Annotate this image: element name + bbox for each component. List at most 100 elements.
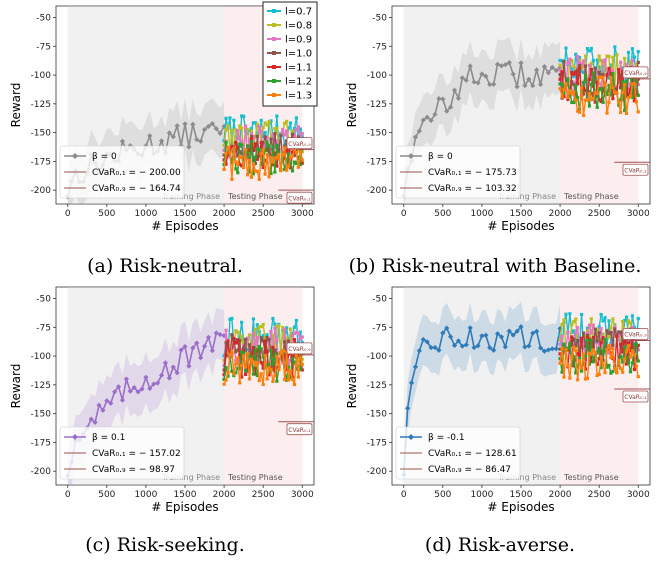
x-tick-label: 500 bbox=[434, 490, 451, 500]
testing-point bbox=[587, 104, 592, 108]
testing-point bbox=[281, 153, 285, 157]
testing-point bbox=[566, 95, 570, 99]
testing-point bbox=[261, 148, 265, 152]
testing-point bbox=[585, 331, 590, 335]
testing-point bbox=[599, 341, 603, 345]
testing-point bbox=[624, 63, 629, 67]
legend-cvar-low-label: CVaR₀.₁ = − 128.61 bbox=[428, 449, 517, 459]
testing-point bbox=[595, 91, 599, 96]
training-point bbox=[92, 419, 98, 425]
x-tick-label: 0 bbox=[401, 490, 407, 500]
l-legend-marker bbox=[272, 37, 276, 41]
testing-point bbox=[601, 332, 605, 336]
training-point bbox=[463, 342, 469, 348]
training-point bbox=[158, 372, 165, 378]
testing-point bbox=[257, 154, 261, 158]
training-point bbox=[487, 81, 493, 88]
testing-point bbox=[607, 319, 611, 323]
testing-point bbox=[298, 337, 302, 341]
training-point bbox=[166, 375, 172, 381]
testing-point bbox=[236, 330, 240, 334]
testing-point bbox=[605, 54, 609, 58]
testing-point bbox=[597, 346, 601, 351]
testing-point bbox=[599, 58, 603, 63]
testing-point bbox=[238, 155, 242, 159]
testing-point bbox=[294, 116, 299, 120]
training-point bbox=[174, 370, 180, 376]
testing-point bbox=[273, 344, 277, 348]
x-tick-label: 1500 bbox=[174, 490, 197, 500]
training-point bbox=[420, 117, 426, 123]
testing-point bbox=[288, 160, 293, 165]
testing-point bbox=[597, 70, 601, 74]
testing-point bbox=[273, 146, 277, 150]
testing-point bbox=[285, 168, 289, 172]
testing-point bbox=[609, 67, 613, 71]
testing-point bbox=[560, 358, 564, 362]
testing-point bbox=[265, 360, 269, 365]
testing-point bbox=[572, 364, 576, 368]
training-point bbox=[201, 343, 208, 349]
testing-point bbox=[224, 378, 228, 382]
legend-box bbox=[59, 426, 185, 480]
testing-point bbox=[589, 360, 593, 364]
training-point bbox=[162, 360, 169, 366]
testing-point bbox=[558, 77, 562, 81]
testing-point bbox=[570, 335, 574, 339]
testing-point bbox=[615, 91, 619, 95]
testing-point bbox=[245, 336, 250, 340]
testing-point bbox=[558, 72, 562, 77]
testing-point bbox=[290, 169, 295, 173]
training-point bbox=[557, 325, 563, 332]
testing-point bbox=[601, 349, 605, 353]
testing-point bbox=[591, 335, 595, 340]
testing-point bbox=[251, 360, 256, 364]
testing-point bbox=[595, 362, 599, 367]
testing-point bbox=[621, 90, 625, 94]
testing-point bbox=[247, 367, 252, 371]
testing-point bbox=[277, 153, 281, 157]
testing-point bbox=[296, 125, 300, 129]
testing-point bbox=[261, 322, 265, 327]
testing-point bbox=[300, 158, 304, 162]
testing-point bbox=[611, 317, 615, 321]
testing-point bbox=[597, 81, 601, 86]
training-point bbox=[510, 71, 516, 77]
training-point bbox=[405, 405, 411, 411]
testing-point bbox=[572, 345, 576, 350]
testing-point bbox=[263, 351, 267, 355]
training-point bbox=[483, 332, 489, 338]
testing-point bbox=[624, 349, 629, 353]
training-point bbox=[549, 346, 555, 352]
testing-point bbox=[292, 382, 297, 387]
testing-point bbox=[226, 124, 230, 128]
legend-main-label: β = 0 bbox=[428, 152, 453, 162]
testing-point bbox=[619, 73, 623, 77]
testing-point bbox=[576, 82, 580, 86]
training-point bbox=[530, 83, 536, 89]
testing-point bbox=[581, 346, 586, 350]
testing-point bbox=[228, 353, 232, 357]
testing-point bbox=[255, 360, 259, 365]
training-point bbox=[209, 120, 215, 127]
testing-point bbox=[271, 333, 275, 338]
testing-point bbox=[562, 95, 566, 99]
testing-point bbox=[228, 317, 232, 321]
testing-point bbox=[599, 87, 603, 91]
cvar-high-box bbox=[622, 328, 649, 340]
testing-point bbox=[566, 97, 570, 101]
testing-point bbox=[271, 345, 275, 350]
testing-point bbox=[589, 317, 593, 321]
testing-point bbox=[286, 126, 291, 130]
testing-point bbox=[626, 344, 631, 348]
testing-point bbox=[257, 359, 261, 363]
training-point bbox=[440, 330, 446, 336]
training-point bbox=[541, 64, 548, 70]
testing-point bbox=[628, 59, 633, 64]
testing-point bbox=[232, 372, 236, 376]
testing-point bbox=[558, 347, 562, 351]
testing-point bbox=[605, 73, 609, 77]
training-point bbox=[436, 96, 442, 102]
testing-point bbox=[288, 359, 293, 363]
testing-phase-label: Testing Phase bbox=[563, 473, 619, 482]
